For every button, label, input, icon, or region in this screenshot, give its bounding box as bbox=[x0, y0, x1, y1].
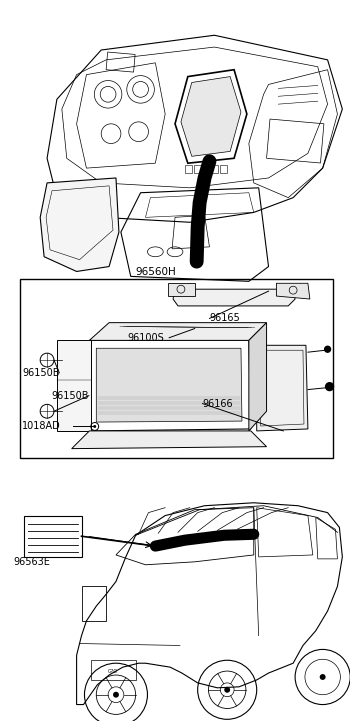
Circle shape bbox=[224, 687, 230, 693]
Bar bbox=[220, 165, 227, 173]
Text: 96150B: 96150B bbox=[22, 368, 59, 378]
Circle shape bbox=[325, 346, 330, 352]
Polygon shape bbox=[89, 323, 267, 340]
Bar bbox=[24, 515, 82, 557]
Polygon shape bbox=[276, 284, 310, 299]
Circle shape bbox=[40, 353, 54, 367]
Polygon shape bbox=[89, 340, 251, 431]
Circle shape bbox=[40, 404, 54, 418]
Bar bbox=[267, 119, 324, 163]
Polygon shape bbox=[249, 323, 267, 431]
Bar bbox=[20, 279, 333, 459]
Polygon shape bbox=[57, 340, 91, 431]
Text: G?O: G?O bbox=[108, 669, 118, 674]
Polygon shape bbox=[40, 178, 119, 271]
Text: 96560H: 96560H bbox=[135, 267, 176, 277]
Polygon shape bbox=[96, 348, 242, 422]
Text: 96166: 96166 bbox=[203, 398, 233, 409]
Circle shape bbox=[93, 425, 96, 428]
Circle shape bbox=[325, 382, 334, 390]
Bar bbox=[194, 165, 201, 173]
Polygon shape bbox=[257, 345, 308, 431]
Text: 1018AD: 1018AD bbox=[22, 422, 61, 431]
Text: 96563E: 96563E bbox=[13, 558, 50, 568]
Polygon shape bbox=[168, 284, 195, 296]
Bar bbox=[185, 165, 192, 173]
Bar bbox=[203, 165, 209, 173]
Bar bbox=[91, 660, 136, 680]
Bar bbox=[211, 165, 219, 173]
Text: 96165: 96165 bbox=[210, 313, 240, 324]
Bar bbox=[82, 587, 106, 621]
Polygon shape bbox=[72, 431, 267, 449]
Bar bbox=[106, 52, 135, 72]
Circle shape bbox=[113, 692, 119, 698]
Polygon shape bbox=[181, 76, 241, 156]
Text: 96150B: 96150B bbox=[52, 390, 89, 401]
Text: 96100S: 96100S bbox=[128, 333, 164, 342]
Circle shape bbox=[320, 674, 325, 680]
Polygon shape bbox=[173, 289, 295, 306]
